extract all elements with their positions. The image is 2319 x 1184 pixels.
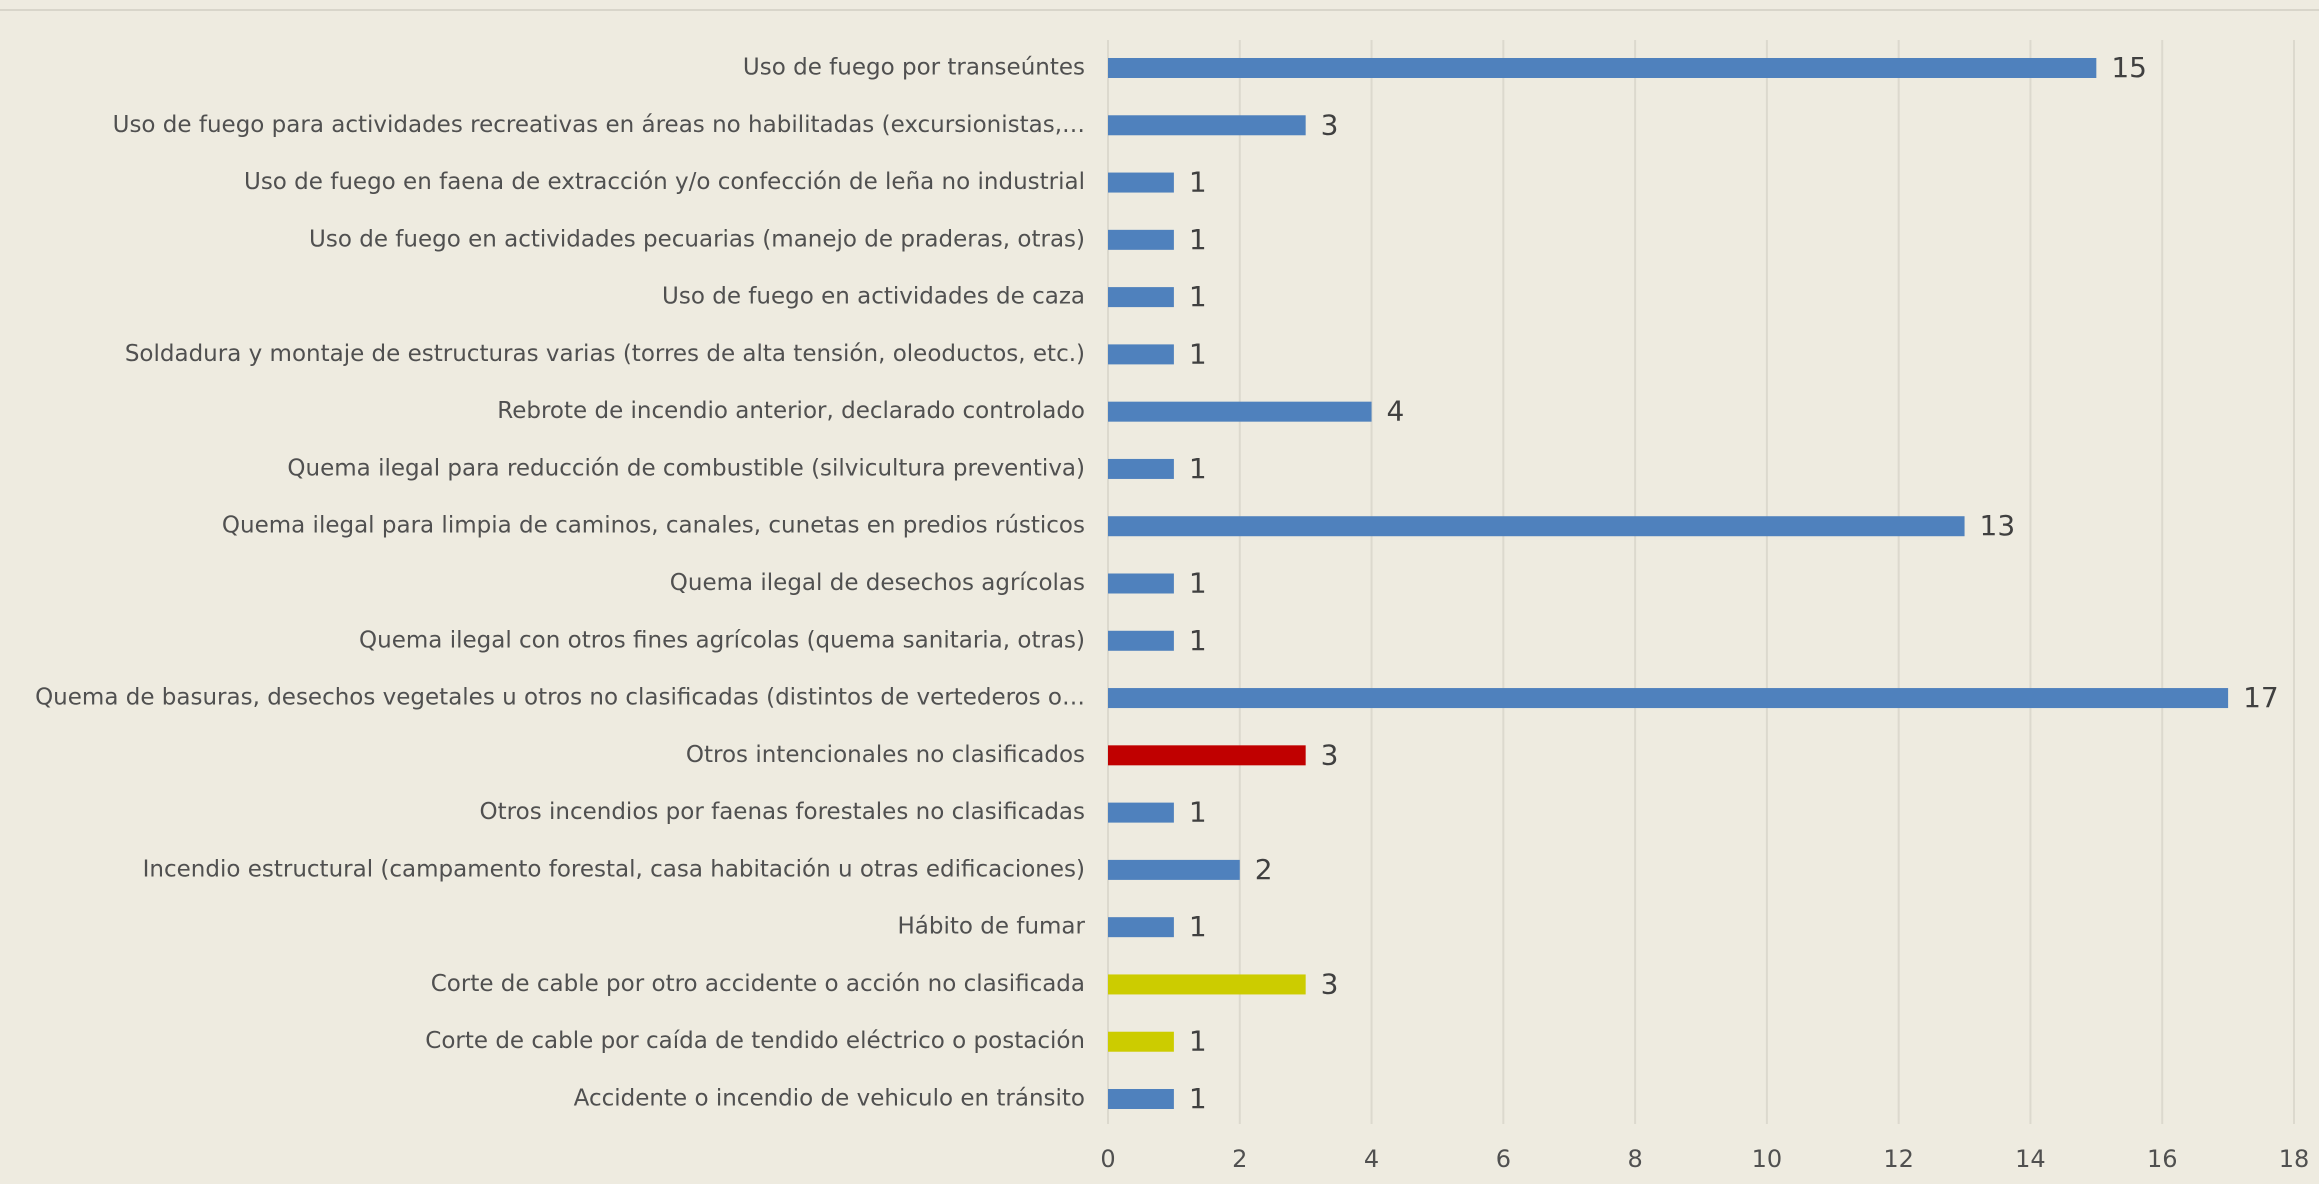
x-tick-label: 14 [2015, 1145, 2046, 1173]
y-tick-label: Soldadura y montaje de estructuras varia… [125, 341, 1085, 367]
y-tick-label: Quema ilegal para limpia de caminos, can… [222, 513, 1085, 539]
y-tick-label: Accidente o incendio de vehiculo en trán… [574, 1086, 1085, 1112]
bar [1108, 1031, 1174, 1052]
value-label: 1 [1189, 624, 1207, 657]
y-tick-label: Quema ilegal con otros fines agrícolas (… [359, 627, 1085, 653]
y-tick-label: Uso de fuego para actividades recreativa… [113, 112, 1085, 138]
value-label: 1 [1189, 452, 1207, 485]
bar [1108, 573, 1174, 594]
x-tick-label: 18 [2279, 1145, 2310, 1173]
bar [1108, 917, 1174, 938]
x-tick-label: 16 [2147, 1145, 2178, 1173]
x-tick-label: 4 [1364, 1145, 1379, 1173]
bar [1108, 974, 1306, 995]
bar [1108, 58, 2097, 78]
y-tick-label: Hábito de fumar [898, 914, 1086, 940]
bar [1108, 401, 1372, 422]
value-label: 1 [1189, 223, 1207, 256]
value-label: 1 [1189, 280, 1207, 313]
bar [1108, 516, 1965, 537]
value-label: 1 [1189, 1025, 1207, 1058]
bar [1108, 630, 1174, 651]
value-label: 1 [1189, 1082, 1207, 1115]
x-tick-label: 0 [1100, 1145, 1115, 1173]
value-label: 4 [1387, 395, 1405, 428]
y-tick-label: Corte de cable por otro accidente o acci… [431, 971, 1085, 997]
y-tick-label: Quema ilegal para reducción de combustib… [287, 455, 1085, 481]
bar [1108, 229, 1174, 250]
value-label: 13 [1980, 509, 2016, 542]
y-tick-label: Quema ilegal de desechos agrícolas [670, 570, 1085, 596]
y-tick-label: Incendio estructural (campamento foresta… [143, 856, 1085, 882]
y-tick-label: Rebrote de incendio anterior, declarado … [497, 398, 1085, 424]
x-tick-label: 8 [1627, 1145, 1642, 1173]
bar [1108, 859, 1240, 880]
value-label: 3 [1321, 738, 1339, 771]
bar [1108, 287, 1174, 308]
bar [1108, 458, 1174, 479]
bar [1108, 172, 1174, 193]
x-tick-label: 10 [1752, 1145, 1783, 1173]
bar [1108, 745, 1306, 766]
bar [1108, 1089, 1174, 1109]
value-label: 1 [1189, 796, 1207, 829]
bar [1108, 344, 1174, 365]
value-label: 3 [1321, 967, 1339, 1000]
value-label: 3 [1321, 108, 1339, 141]
value-label: 15 [2111, 51, 2147, 84]
value-label: 1 [1189, 166, 1207, 199]
x-tick-label: 6 [1496, 1145, 1511, 1173]
value-label: 17 [2243, 681, 2279, 714]
value-label: 1 [1189, 337, 1207, 370]
value-label: 2 [1255, 853, 1273, 886]
bar [1108, 802, 1174, 823]
bar [1108, 688, 2229, 709]
y-tick-label: Uso de fuego en faena de extracción y/o … [244, 169, 1085, 195]
y-tick-label: Otros incendios por faenas forestales no… [480, 799, 1085, 825]
value-label: 1 [1189, 910, 1207, 943]
y-tick-label: Uso de fuego por transeúntes [743, 55, 1085, 81]
x-tick-label: 12 [1883, 1145, 1914, 1173]
value-label: 1 [1189, 567, 1207, 600]
y-tick-label: Quema de basuras, desechos vegetales u o… [35, 685, 1085, 711]
x-tick-label: 2 [1232, 1145, 1247, 1173]
y-tick-label: Corte de cable por caída de tendido eléc… [425, 1028, 1085, 1054]
y-tick-label: Uso de fuego en actividades pecuarias (m… [309, 226, 1085, 252]
bar [1108, 115, 1306, 136]
y-tick-label: Otros intencionales no clasificados [686, 742, 1085, 768]
y-tick-label: Uso de fuego en actividades de caza [662, 284, 1085, 310]
